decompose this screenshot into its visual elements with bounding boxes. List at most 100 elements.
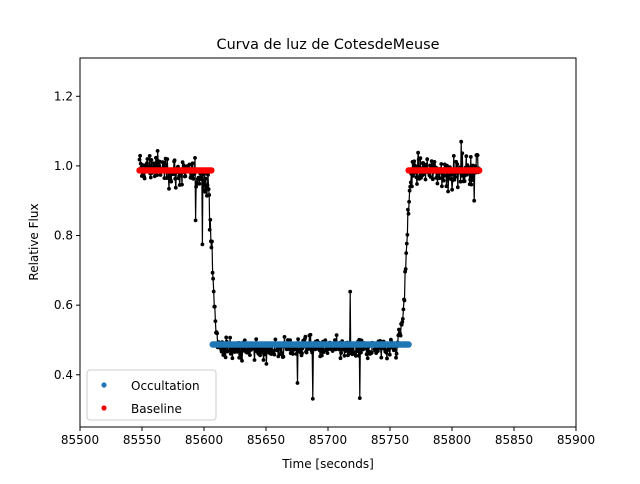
observation-point [379,355,384,360]
observation-point [203,176,208,181]
observation-point [193,218,198,223]
observation-point [475,153,480,158]
observation-point [441,178,446,183]
observation-point [473,164,478,169]
observation-point [228,351,233,356]
legend-baseline-marker [101,405,107,411]
observation-point [167,186,171,191]
observation-point [294,352,299,356]
observation-point [222,350,226,355]
observation-point [353,353,358,358]
observation-point [423,177,428,182]
observation-point [338,356,343,361]
observation-point [215,331,220,336]
observation-point [453,175,458,179]
baseline-point [208,167,215,174]
chart-title: Curva de luz de CotesdeMeuse [217,37,440,53]
observation-point [334,333,339,337]
occultation-point [405,341,412,348]
y-tick-label: 1.0 [54,159,73,173]
observation-point [369,350,374,355]
observation-point [404,241,409,246]
observation-point [230,356,235,361]
x-tick-label: 85800 [433,433,471,447]
observation-point [211,289,216,294]
observation-point [199,177,204,182]
observation-point [154,155,158,160]
observation-point [451,154,456,158]
observation-point [405,232,410,237]
y-axis-label: Relative Flux [27,203,41,280]
legend-box [86,369,217,421]
observation-point [206,187,211,192]
observation-point [359,350,363,355]
observation-point [157,163,162,168]
observation-point [356,353,361,358]
observation-point [330,349,335,353]
observation-point [458,179,463,184]
observation-point [403,267,408,271]
x-tick-label: 85500 [61,433,99,447]
observation-point [398,333,403,338]
observation-point [264,362,269,366]
observation-point [228,335,233,340]
observation-point [273,337,278,342]
observation-point [147,154,152,158]
x-tick-label: 85600 [185,433,223,447]
observation-point [325,351,330,355]
y-tick-label: 1.2 [54,89,73,103]
observation-point [397,327,401,332]
observation-point [464,154,469,159]
observation-point [163,162,167,167]
observation-point [425,157,430,162]
observation-point [295,381,300,385]
observation-point [206,173,210,177]
observation-point [155,173,160,178]
observation-point [295,347,299,352]
baseline-series [136,167,483,174]
observation-point [205,183,210,188]
observation-point [208,217,213,222]
observation-point [258,353,262,358]
observation-point [155,149,160,153]
observation-point [137,157,142,162]
observation-point [203,190,208,194]
observation-point [445,163,449,168]
observation-point [365,356,370,361]
observation-point [402,298,407,303]
observation-point [437,176,442,181]
observation-point [183,174,188,179]
observation-point [169,179,174,184]
observation-point [172,158,177,163]
observation-point [239,356,243,360]
observation-point [310,396,315,401]
observation-point [462,179,467,184]
observation-point [394,351,399,356]
observation-point [138,153,143,158]
observation-point [193,156,197,160]
observation-point [391,348,396,353]
observation-point [282,335,287,339]
observation-point [410,184,414,189]
observation-point [349,349,354,353]
observation-point [207,227,212,232]
legend-occultation-label: Occultation [131,379,200,393]
observation-point [191,176,196,181]
observation-point [450,187,454,192]
observation-point [211,276,216,281]
observation-point [468,155,473,159]
observation-point [385,356,389,361]
observation-point [173,176,178,181]
observation-point [342,353,347,358]
observation-point [304,350,309,355]
observation-point [435,181,440,186]
observation-point [460,151,465,156]
observation-point [386,348,390,352]
observation-point [210,270,215,275]
x-tick-label: 85650 [247,433,285,447]
observation-point [145,157,150,161]
observation-point [145,161,149,166]
observation-point [223,355,228,360]
observation-point [212,304,217,309]
legend: Occultation Baseline [86,369,217,421]
